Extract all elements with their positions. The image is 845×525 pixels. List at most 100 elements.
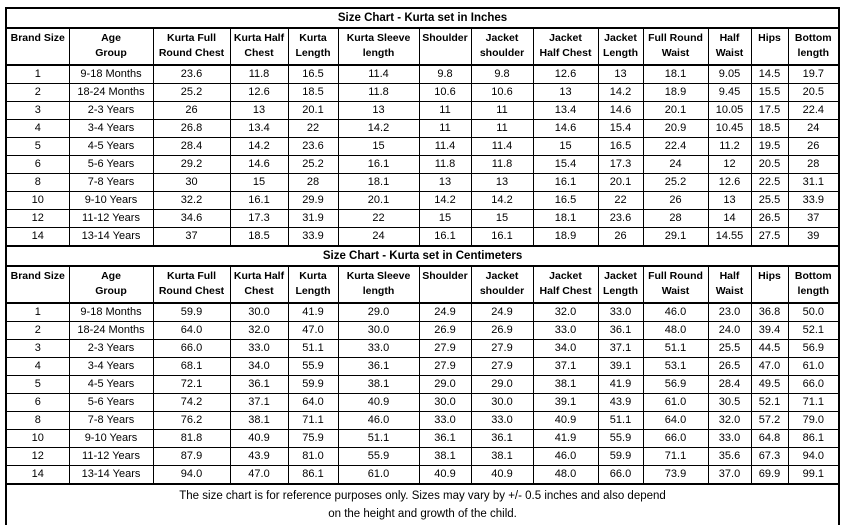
table-cell: 5-6 Years xyxy=(68,155,154,174)
table-cell: 79.0 xyxy=(787,411,840,430)
column-header: Age Group xyxy=(68,265,154,304)
table-cell: 11.8 xyxy=(470,155,534,174)
table-cell: 24.9 xyxy=(470,302,534,322)
table-cell: 28 xyxy=(787,155,840,174)
table-cell: 11.8 xyxy=(337,83,420,102)
table-cell: 9-18 Months xyxy=(68,302,154,322)
table-cell: 10.05 xyxy=(707,101,752,120)
table-cell: 94.0 xyxy=(152,465,231,485)
table-cell: 7-8 Years xyxy=(68,411,154,430)
table-cell: 25.2 xyxy=(287,155,339,174)
table-cell: 50.0 xyxy=(787,302,840,322)
table-row: 12 11-12 Years 34.6 17.3 31.9 22 15 15 18.1 23.6 2… xyxy=(5,209,840,228)
table-cell: 15 xyxy=(470,209,534,228)
table-cell: 32.0 xyxy=(707,411,752,430)
table-cell: 16.1 xyxy=(229,191,289,210)
column-header: Jacket Length xyxy=(597,265,644,304)
table-cell: 22 xyxy=(597,191,644,210)
table-cell: 13-14 Years xyxy=(68,227,154,247)
table-cell: 94.0 xyxy=(787,447,840,466)
table-cell: 13 xyxy=(532,83,599,102)
table-cell: 2-3 Years xyxy=(68,101,154,120)
table-cell: 37.1 xyxy=(597,339,644,358)
column-header: Kurta Length xyxy=(287,27,339,66)
table-cell: 18.1 xyxy=(337,173,420,192)
table-cell: 33.9 xyxy=(287,227,339,247)
table-cell: 11-12 Years xyxy=(68,447,154,466)
section-title-row-centimeters: Size Chart - Kurta set in Centimeters xyxy=(4,245,841,267)
table-cell: 38.1 xyxy=(470,447,534,466)
table-cell: 11.2 xyxy=(707,137,752,156)
table-cell: 27.9 xyxy=(470,357,534,376)
table-cell: 4-5 Years xyxy=(68,375,154,394)
table-cell: 59.9 xyxy=(597,447,644,466)
table-cell: 32.0 xyxy=(229,321,289,340)
table-cell: 9-18 Months xyxy=(68,64,154,84)
table-cell: 64.0 xyxy=(642,411,709,430)
table-row: 5 4-5 Years 28.4 14.2 23.6 15 11.4 11.4 15 16.5 22… xyxy=(5,137,840,156)
table-cell: 28.4 xyxy=(152,137,231,156)
column-header: Kurta Sleeve length xyxy=(337,265,420,304)
table-cell: 11.8 xyxy=(418,155,472,174)
table-cell: 20.1 xyxy=(337,191,420,210)
table-cell: 11 xyxy=(418,101,472,120)
column-header: Jacket shoulder xyxy=(470,27,534,66)
table-cell: 16.1 xyxy=(532,173,599,192)
table-row: 8 7-8 Years 30 15 28 18.1 13 13 16.1 20.1 25.2 12.6… xyxy=(5,173,840,192)
table-cell: 8 xyxy=(5,411,70,430)
table-cell: 23.6 xyxy=(597,209,644,228)
table-cell: 18.1 xyxy=(642,64,709,84)
table-cell: 32.0 xyxy=(532,302,599,322)
table-cell: 13 xyxy=(418,173,472,192)
table-cell: 14.55 xyxy=(707,227,752,247)
table-cell: 29.0 xyxy=(337,302,420,322)
table-cell: 37.1 xyxy=(229,393,289,412)
table-cell: 11 xyxy=(470,119,534,138)
table-cell: 17.3 xyxy=(229,209,289,228)
table-cell: 47.0 xyxy=(750,357,789,376)
table-cell: 49.5 xyxy=(750,375,789,394)
column-header: Bottom length xyxy=(787,27,840,66)
table-cell: 22.4 xyxy=(642,137,709,156)
table-cell: 55.9 xyxy=(597,429,644,448)
table-cell: 28 xyxy=(642,209,709,228)
table-cell: 29.0 xyxy=(470,375,534,394)
table-cell: 12.6 xyxy=(229,83,289,102)
table-cell: 25.2 xyxy=(642,173,709,192)
table-row: 2 18-24 Months 25.2 12.6 18.5 11.8 10.6 10.6 13 1… xyxy=(5,83,840,102)
table-cell: 3 xyxy=(5,339,70,358)
table-cell: 26.9 xyxy=(418,321,472,340)
table-cell: 13-14 Years xyxy=(68,465,154,485)
table-cell: 26 xyxy=(642,191,709,210)
table-cell: 28.4 xyxy=(707,375,752,394)
table-cell: 22 xyxy=(287,119,339,138)
table-cell: 16.5 xyxy=(532,191,599,210)
table-cell: 15 xyxy=(532,137,599,156)
table-cell: 73.9 xyxy=(642,465,709,485)
table-cell: 14.6 xyxy=(532,119,599,138)
table-cell: 46.0 xyxy=(532,447,599,466)
column-header: Kurta Sleeve length xyxy=(337,27,420,66)
table-cell: 61.0 xyxy=(337,465,420,485)
table-cell: 15.4 xyxy=(597,119,644,138)
table-cell: 46.0 xyxy=(337,411,420,430)
table-cell: 10 xyxy=(5,429,70,448)
table-cell: 68.1 xyxy=(152,357,231,376)
table-cell: 13 xyxy=(707,191,752,210)
table-cell: 13.4 xyxy=(532,101,599,120)
column-header: Bottom length xyxy=(787,265,840,304)
table-cell: 34.0 xyxy=(229,357,289,376)
column-header: Shoulder xyxy=(418,27,472,66)
table-cell: 33.0 xyxy=(337,339,420,358)
column-header-row-centimeters: Brand Size Age Group Kurta Full Round Chest K… xyxy=(5,265,840,304)
column-header: Hips xyxy=(750,27,789,66)
table-cell: 18.1 xyxy=(532,209,599,228)
table-cell: 26.9 xyxy=(470,321,534,340)
table-cell: 11.4 xyxy=(337,64,420,84)
table-row: 10 9-10 Years 32.2 16.1 29.9 20.1 14.2 14.2 16.5… xyxy=(5,191,840,210)
table-cell: 30.0 xyxy=(418,393,472,412)
table-cell: 40.9 xyxy=(418,465,472,485)
column-header: Half Waist xyxy=(707,265,752,304)
table-cell: 14.6 xyxy=(229,155,289,174)
